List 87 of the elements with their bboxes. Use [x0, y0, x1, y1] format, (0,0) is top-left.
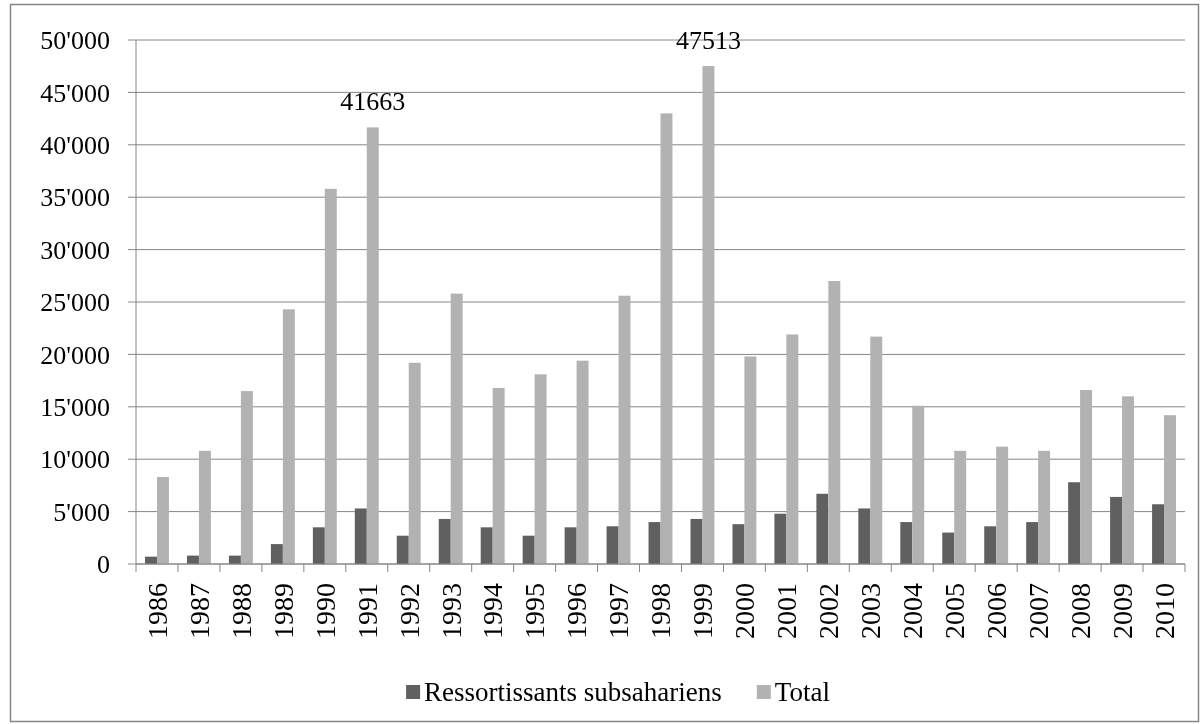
bar [900, 522, 913, 564]
y-tick-label: 40'000 [40, 130, 110, 160]
bar [870, 336, 883, 564]
bar [354, 508, 367, 564]
bar [660, 113, 673, 564]
bar [816, 493, 829, 564]
bar [1152, 504, 1165, 564]
x-tick-label: 1998 [645, 583, 677, 639]
bar [1110, 496, 1123, 564]
y-tick-label: 20'000 [40, 340, 110, 370]
legend-label: Total [774, 677, 830, 708]
y-tick-label: 35'000 [40, 183, 110, 213]
x-tick-label: 1993 [435, 583, 467, 639]
x-tick-label: 1992 [393, 583, 425, 639]
bar [324, 188, 337, 564]
x-tick-label: 2008 [1064, 583, 1096, 639]
x-tick-label: 1997 [603, 583, 635, 639]
bar [828, 281, 841, 564]
x-tick-label: 2002 [813, 583, 845, 639]
x-tick-label: 2003 [855, 583, 887, 639]
x-tick-label: 1988 [225, 583, 257, 639]
bar [912, 405, 925, 564]
x-tick-label: 1991 [351, 583, 383, 639]
bar [1026, 522, 1039, 564]
bar [618, 295, 631, 564]
y-tick-label: 25'000 [40, 288, 110, 318]
x-tick-label: 2010 [1148, 583, 1180, 639]
y-tick-label: 5'000 [53, 497, 110, 527]
bar [156, 477, 169, 564]
x-tick-label: 1999 [687, 583, 719, 639]
bar [690, 518, 703, 564]
x-tick-label: 1986 [141, 583, 173, 639]
x-tick-label: 1996 [561, 583, 593, 639]
y-tick-label: 50'000 [40, 26, 110, 56]
y-tick-label: 30'000 [40, 235, 110, 265]
bar [606, 526, 619, 564]
bar [648, 522, 661, 564]
bar [576, 360, 589, 564]
bar [984, 526, 997, 564]
y-tick-label: 0 [97, 550, 110, 580]
bar [450, 293, 463, 564]
x-tick-label: 1995 [519, 583, 551, 639]
bar [564, 527, 577, 564]
y-tick-label: 10'000 [40, 445, 110, 475]
x-tick-label: 2001 [771, 583, 803, 639]
x-tick-label: 2007 [1022, 583, 1054, 639]
bar [732, 524, 745, 564]
bar [312, 527, 325, 564]
bar [408, 362, 421, 564]
y-tick-label: 15'000 [40, 392, 110, 422]
bar [774, 513, 787, 564]
bar [492, 387, 505, 564]
x-tick-label: 1994 [477, 583, 509, 639]
bar [1122, 396, 1135, 564]
x-tick-label: 2005 [939, 583, 971, 639]
data-label: 41663 [340, 87, 406, 117]
bar [396, 535, 409, 564]
bar [1080, 390, 1093, 564]
bar [438, 518, 451, 564]
bar [522, 535, 535, 564]
x-tick-label: 1990 [309, 583, 341, 639]
bar [534, 374, 547, 564]
bar [702, 66, 715, 564]
bar [1068, 482, 1081, 564]
bar [954, 450, 967, 564]
bar [198, 450, 211, 564]
bar [996, 446, 1009, 564]
x-tick-label: 1987 [183, 583, 215, 639]
bar [1164, 415, 1176, 564]
x-tick-label: 1989 [267, 583, 299, 639]
x-tick-label: 2000 [729, 583, 761, 639]
x-tick-label: 2004 [897, 583, 929, 639]
bar [270, 544, 283, 564]
bar [240, 391, 253, 564]
bar [942, 532, 955, 564]
bar [786, 334, 799, 564]
bar [282, 309, 295, 564]
bar [858, 508, 871, 564]
x-tick-label: 2006 [980, 583, 1012, 639]
bar [1038, 450, 1051, 564]
x-tick-label: 2009 [1106, 583, 1138, 639]
legend-label: Ressortissants subsahariens [424, 677, 722, 708]
bar [744, 356, 757, 564]
bar [480, 527, 493, 564]
bar [366, 127, 379, 564]
y-tick-label: 45'000 [40, 78, 110, 108]
data-label: 47513 [675, 26, 741, 56]
